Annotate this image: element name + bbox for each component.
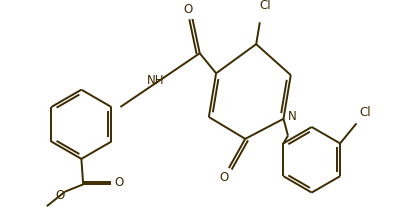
- Text: O: O: [114, 176, 123, 189]
- Text: O: O: [220, 171, 229, 184]
- Text: Cl: Cl: [260, 0, 271, 12]
- Text: O: O: [56, 189, 65, 202]
- Text: O: O: [183, 3, 193, 16]
- Text: N: N: [288, 110, 297, 123]
- Text: Cl: Cl: [360, 106, 372, 119]
- Text: NH: NH: [147, 74, 164, 87]
